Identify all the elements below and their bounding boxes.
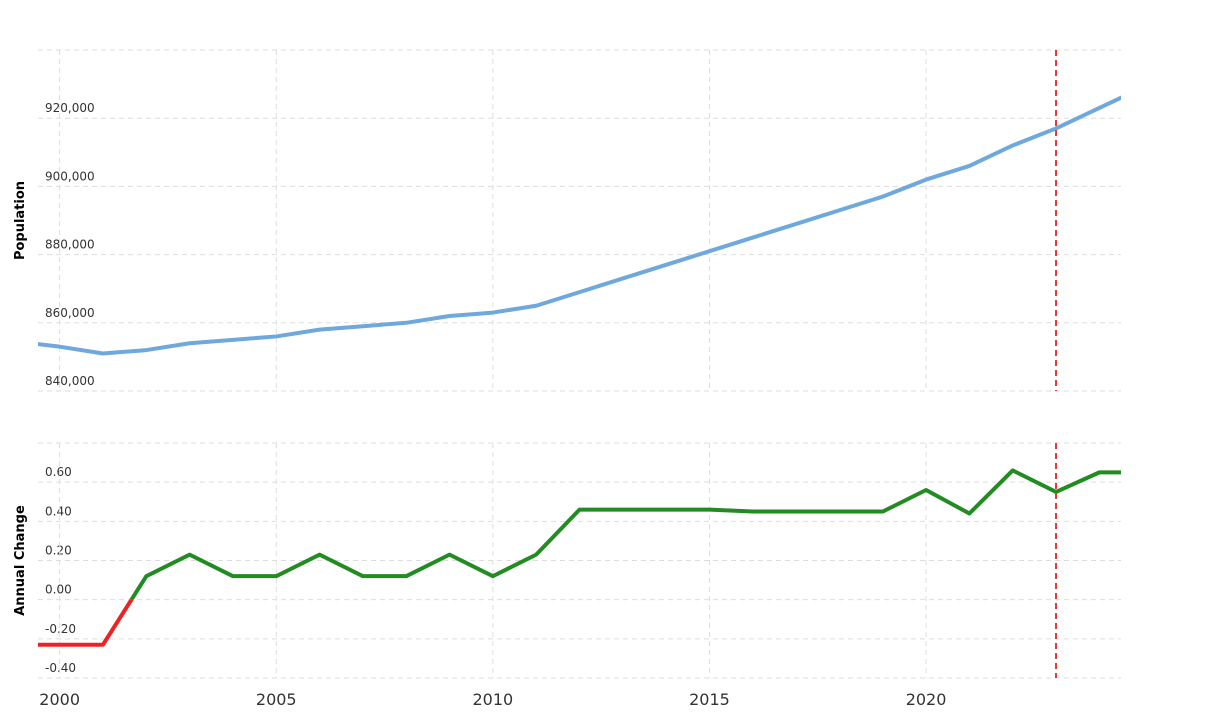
- y-axis-label: Population: [13, 181, 28, 260]
- y-tick-label: 860,000: [45, 306, 95, 320]
- y-tick-label: -0.40: [45, 661, 76, 675]
- y-axis-label: Annual Change: [13, 505, 28, 616]
- y-tick-label: -0.20: [45, 622, 76, 636]
- y-tick-label: 920,000: [45, 101, 95, 115]
- x-tick-label: 2020: [906, 690, 947, 709]
- y-tick-label: 0.40: [45, 504, 72, 518]
- y-tick-label: 900,000: [45, 169, 95, 183]
- series-line: [38, 95, 1121, 356]
- x-tick-label: 2015: [689, 690, 730, 709]
- y-tick-label: 840,000: [45, 374, 95, 388]
- series-line: [129, 468, 1121, 600]
- x-tick-label: 2010: [473, 690, 514, 709]
- y-tick-label: 0.00: [45, 583, 72, 597]
- y-tick-label: 0.60: [45, 465, 72, 479]
- x-tick-label: 2005: [256, 690, 297, 709]
- y-tick-label: 880,000: [45, 238, 95, 252]
- y-tick-label: 0.20: [45, 544, 72, 558]
- x-tick-label: 2000: [39, 690, 80, 709]
